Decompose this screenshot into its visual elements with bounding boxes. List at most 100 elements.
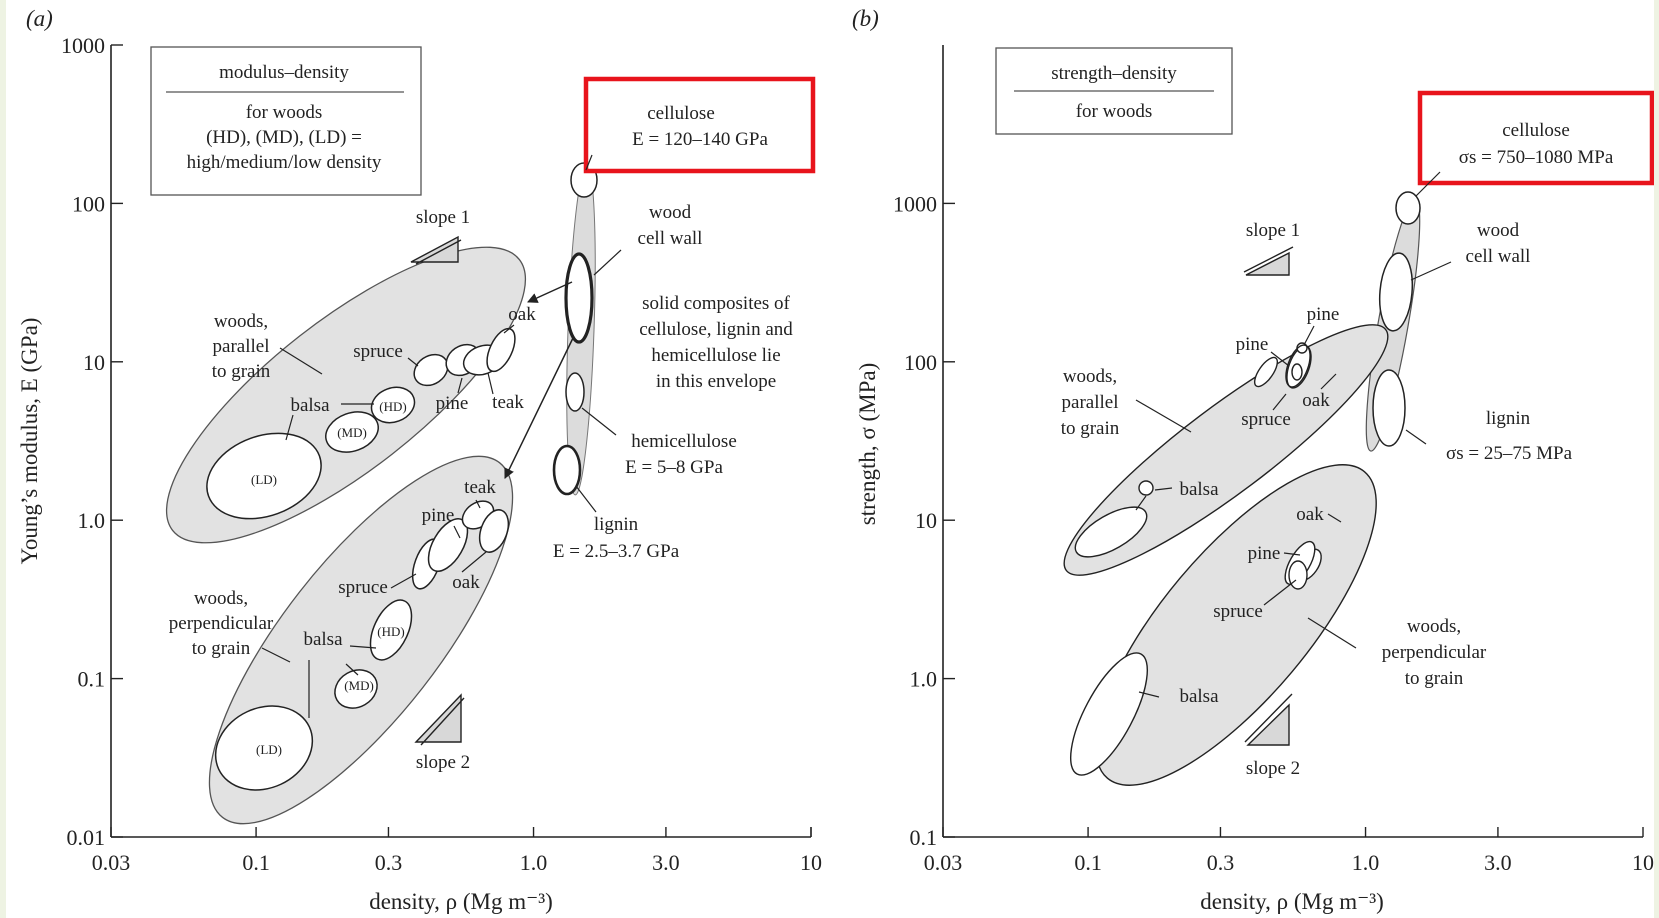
panel-b-slope2-triangle <box>1244 693 1293 746</box>
panel-a-cellulose-value: E = 120–140 GPa <box>632 129 768 150</box>
panel-b-cellulose-title: cellulose <box>1502 120 1570 141</box>
panel-a-arrow-parallel <box>527 281 573 303</box>
panel-b-xtick-label-2: 0.3 <box>1207 850 1235 875</box>
panel-b-perp-leader <box>1307 617 1357 649</box>
panel-a-yticks: 0.01 0.1 1.0 10 100 1000 <box>61 33 123 850</box>
panel-a-composite-text-4: in this envelope <box>656 371 776 392</box>
panel-a-legend-line-1: for woods <box>246 102 323 123</box>
panel-a-ytick-label-5: 1000 <box>61 33 105 58</box>
panel-a-spruce-label: spruce <box>353 341 403 362</box>
panel-b-balsa-label: balsa <box>1179 479 1219 500</box>
panel-b-parallel-leader <box>1135 399 1192 433</box>
panel-b-perp-text-2: perpendicular <box>1382 642 1487 663</box>
panel-a-ytick-label-3: 10 <box>83 350 105 375</box>
panel-a-ytick-label-4: 100 <box>72 191 105 216</box>
panel-a-parallel-leaders <box>285 324 515 441</box>
panel-b-lignin-point <box>1372 369 1406 447</box>
panel-a-cellulose-leader <box>585 154 593 171</box>
panel-a-perp-balsa-hd <box>369 599 413 661</box>
panel-a-xtick-label-0: 0.03 <box>92 850 131 875</box>
panel-b-oak-label: oak <box>1302 390 1330 411</box>
panel-a-perp-text-2: perpendicular <box>169 613 274 634</box>
panel-a-lignin-text-2: E = 2.5–3.7 GPa <box>553 541 680 562</box>
panel-a-arrow-perpendicular <box>504 337 574 479</box>
panel-b-xtick-label-0: 0.03 <box>924 850 963 875</box>
panel-a-cellulose-highlight <box>583 76 816 174</box>
panel-b-cellulose-leader <box>1415 171 1441 197</box>
panel-b-perp-pine-label: pine <box>1248 543 1281 564</box>
panel-a-parallel-oak <box>486 327 516 373</box>
panel-a-perp-leader <box>261 647 291 663</box>
panel-a-balsa-label: balsa <box>290 395 330 416</box>
panel-b-ytick-label-4: 1000 <box>893 191 937 216</box>
panel-a-label: (a) <box>26 6 53 31</box>
panel-a-perp-text-3: to grain <box>192 638 251 659</box>
panel-a-lignin-leader <box>575 485 597 513</box>
panel-b-ytick-label-0: 0.1 <box>910 825 938 850</box>
panel-b-cellulose-point <box>1395 191 1421 225</box>
panel-a-legend-title: modulus–density <box>219 62 349 83</box>
panel-b-perp-balsa <box>1069 652 1149 776</box>
panel-a-parallel-balsa-md <box>325 411 379 453</box>
panel-b-cellwall-point <box>1378 252 1414 332</box>
panel-a-perp-md-tag: (MD) <box>344 678 374 693</box>
panel-a-xtick-label-4: 3.0 <box>652 850 680 875</box>
panel-a-perp-balsa-md <box>334 669 378 709</box>
panel-a-perp-oak-label: oak <box>452 572 480 593</box>
panel-b-xtick-label-3: 1.0 <box>1352 850 1380 875</box>
panel-a-composite-text-2: cellulose, lignin and <box>639 319 793 340</box>
panel-b-xtick-label-4: 3.0 <box>1484 850 1512 875</box>
panel-a-perp-hd-tag: (HD) <box>377 624 404 639</box>
panel-b-ytick-label-3: 100 <box>904 350 937 375</box>
panel-a-lignin-text-1: lignin <box>594 514 639 535</box>
panel-b-parallel-balsa-ld <box>1074 506 1148 558</box>
panel-a-xtick-label-5: 10 <box>800 850 822 875</box>
panel-b-ytick-label-2: 10 <box>915 508 937 533</box>
panel-b-ytick-label-1: 1.0 <box>910 667 938 692</box>
panel-a-ylabel: Young’s modulus, E (GPa) <box>17 318 42 565</box>
panel-a-parallel-leader <box>279 347 323 375</box>
panel-b-lignin-leader <box>1405 429 1427 445</box>
panel-a-parallel-balsa-ld <box>206 432 322 520</box>
panel-a-slope1-triangle <box>410 235 462 265</box>
panel-b-xticks: 0.03 0.1 0.3 1.0 3.0 10 <box>924 827 1654 875</box>
panel-b-parallel-text-1: woods, <box>1063 366 1117 387</box>
panel-a: (a) 0.01 0.1 1.0 10 100 1000 0.03 0.1 0.3 1.0 3.0… <box>17 6 822 914</box>
panel-a-perp-balsa-label: balsa <box>303 629 343 650</box>
panel-a-hemicellulose-point <box>565 372 585 412</box>
panel-b-legend-title: strength–density <box>1051 63 1177 84</box>
panel-a-ytick-label-2: 1.0 <box>78 508 106 533</box>
panel-b-cellulose-highlight <box>1417 90 1654 186</box>
panel-a-md-tag: (MD) <box>337 425 367 440</box>
panel-b-teak-label: pine <box>1307 304 1340 325</box>
panel-a-ytick-label-0: 0.01 <box>67 825 106 850</box>
panel-a-pine-label: pine <box>436 393 469 414</box>
panel-a-xtick-label-1: 0.1 <box>242 850 270 875</box>
panel-b-parallel-leaders <box>1135 325 1337 511</box>
panel-a-hemi-text-1: hemicellulose <box>631 431 737 452</box>
panel-b-parallel-teak-inner <box>1291 363 1303 381</box>
panel-a-ld-tag: (LD) <box>251 472 277 487</box>
panel-b-slope1-label: slope 1 <box>1246 220 1300 241</box>
panel-b-spruce-label: spruce <box>1241 409 1291 430</box>
panel-b-legend-line-1: for woods <box>1076 101 1153 122</box>
panel-a-legend-box <box>150 46 422 196</box>
panel-a-cellwall-leader <box>593 249 622 276</box>
panel-a-legend-line-2: (HD), (MD), (LD) = <box>206 127 362 148</box>
panel-b-slope2-label: slope 2 <box>1246 758 1300 779</box>
panel-a-perp-pine-label: pine <box>422 505 455 526</box>
panel-b-cellulose-value: σs = 750–1080 MPa <box>1459 147 1614 168</box>
panel-b-cellwall-text-1: wood <box>1477 220 1520 241</box>
panel-a-xtick-label-2: 0.3 <box>375 850 403 875</box>
panel-b-ylabel: strength, σ (MPa) <box>855 363 880 526</box>
panel-b-perp-balsa-label: balsa <box>1179 686 1219 707</box>
panel-b-cellwall-leader <box>1410 261 1452 281</box>
panel-b-parallel-text-2: parallel <box>1062 392 1119 413</box>
panel-a-parallel-text-1: woods, <box>214 311 268 332</box>
panel-a-xticks: 0.03 0.1 0.3 1.0 3.0 10 <box>92 827 822 875</box>
panel-b-pine-label: pine <box>1236 334 1269 355</box>
panel-a-perp-leaders <box>308 499 487 718</box>
panel-b-parallel-pine <box>1253 356 1279 388</box>
